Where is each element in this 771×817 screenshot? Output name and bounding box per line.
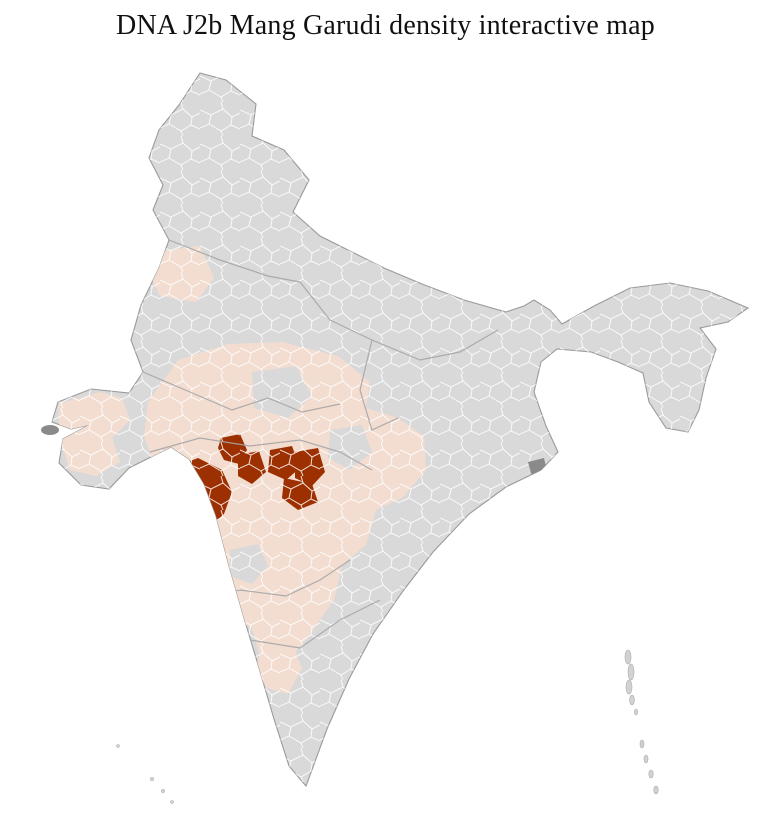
state-border: [359, 339, 399, 431]
lakshadweep-islands[interactable]: [116, 744, 174, 804]
state-border: [142, 371, 341, 413]
kutch-creek-mark: [41, 425, 59, 435]
page-title: DNA J2b Mang Garudi density interactive …: [116, 10, 655, 41]
high-density-district[interactable]: [160, 522, 212, 586]
state-border: [149, 437, 373, 471]
state-border: [249, 599, 381, 649]
district-borders-overlay: [52, 73, 748, 786]
state-border: [299, 281, 499, 361]
state-border: [168, 239, 301, 283]
andaman-nicobar-islands[interactable]: [624, 649, 659, 795]
